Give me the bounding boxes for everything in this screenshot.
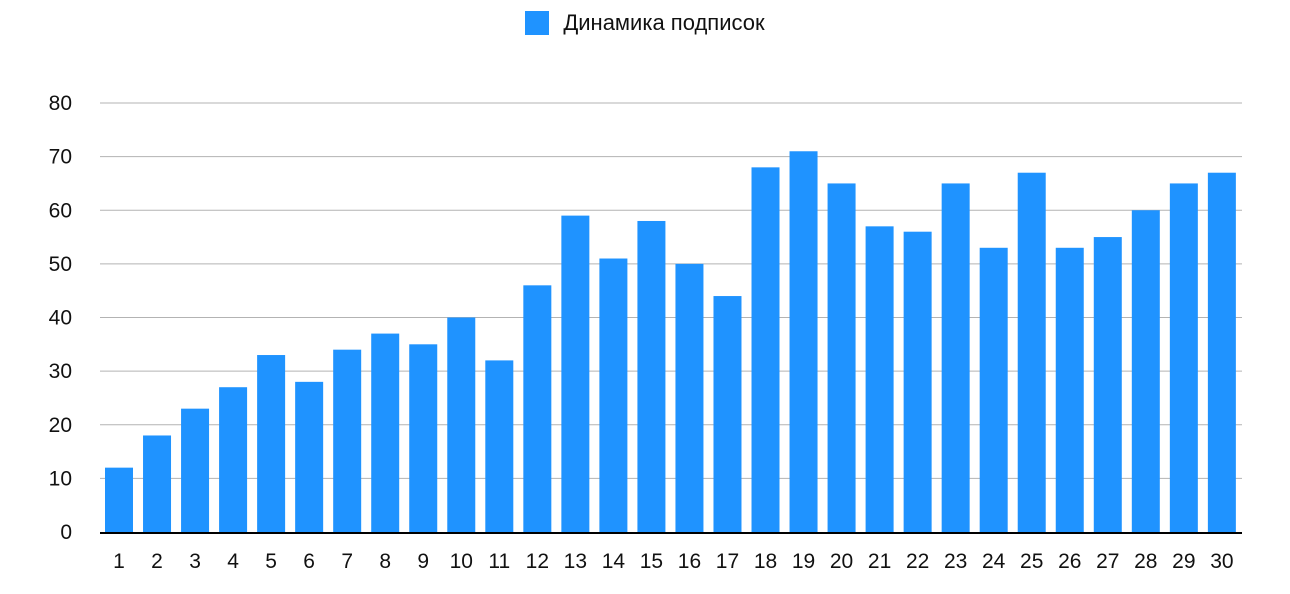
bar (789, 151, 818, 532)
x-tick-label: 26 (1058, 550, 1081, 573)
x-tick-label: 17 (716, 550, 739, 573)
bar (105, 467, 133, 532)
bar (1131, 210, 1160, 532)
x-tick-label: 2 (151, 550, 163, 573)
x-tick-label: 22 (906, 550, 929, 573)
bar (637, 220, 666, 532)
bar (447, 317, 476, 532)
bar (675, 263, 704, 532)
legend-swatch (525, 11, 550, 35)
x-tick-label: 25 (1020, 550, 1043, 573)
x-tick-label: 8 (379, 550, 391, 573)
y-tick-label: 10 (49, 467, 72, 490)
x-tick-label: 23 (944, 550, 967, 573)
x-tick-label: 20 (830, 550, 853, 573)
x-tick-label: 5 (265, 550, 277, 573)
x-tick-label: 6 (303, 550, 315, 573)
bar (1017, 172, 1046, 532)
y-tick-label: 0 (60, 521, 72, 544)
x-tick-label: 9 (417, 550, 429, 573)
x-tick-label: 15 (640, 550, 663, 573)
x-tick-label: 28 (1134, 550, 1157, 573)
bar (713, 296, 742, 532)
x-tick-label: 27 (1096, 550, 1119, 573)
bar (979, 247, 1008, 532)
bar (1169, 183, 1198, 532)
bar (523, 285, 552, 532)
bar (903, 231, 932, 532)
bar (1207, 172, 1236, 532)
x-tick-label: 14 (602, 550, 626, 573)
bar (751, 167, 780, 532)
y-tick-label: 50 (49, 253, 72, 276)
x-tick-label: 7 (341, 550, 353, 573)
bar (941, 183, 970, 532)
bar (1093, 237, 1122, 532)
y-tick-label: 80 (49, 92, 72, 115)
bar (219, 387, 248, 532)
x-tick-label: 1 (113, 550, 125, 573)
x-tick-label: 11 (488, 550, 510, 573)
legend-label: Динамика подписок (563, 10, 765, 35)
bar (409, 344, 438, 532)
x-tick-label: 13 (564, 550, 587, 573)
x-tick-label: 16 (678, 550, 701, 573)
y-tick-label: 60 (49, 199, 72, 222)
bar (143, 435, 172, 532)
x-tick-label: 3 (189, 550, 201, 573)
x-tick-label: 18 (754, 550, 777, 573)
x-tick-label: 4 (227, 550, 239, 573)
bar (561, 215, 590, 533)
y-tick-label: 40 (49, 307, 72, 330)
y-tick-label: 30 (49, 360, 72, 383)
x-tick-label: 29 (1172, 550, 1195, 573)
bar (295, 381, 324, 532)
bar (599, 258, 628, 532)
x-tick-label: 30 (1210, 550, 1233, 573)
bar (485, 360, 514, 532)
y-tick-label: 70 (49, 146, 72, 169)
y-tick-label: 20 (49, 414, 72, 437)
bar (865, 226, 894, 532)
bar (333, 349, 362, 532)
bar (827, 183, 856, 532)
x-tick-label: 24 (982, 550, 1006, 573)
x-tick-label: 19 (792, 550, 815, 573)
bar (181, 408, 210, 532)
x-tick-label: 10 (450, 550, 473, 573)
bar (1055, 247, 1084, 532)
legend: Динамика подписок (0, 10, 1290, 36)
x-tick-label: 21 (868, 550, 891, 573)
bar (257, 355, 286, 532)
bar (371, 333, 400, 532)
x-tick-label: 12 (526, 550, 549, 573)
